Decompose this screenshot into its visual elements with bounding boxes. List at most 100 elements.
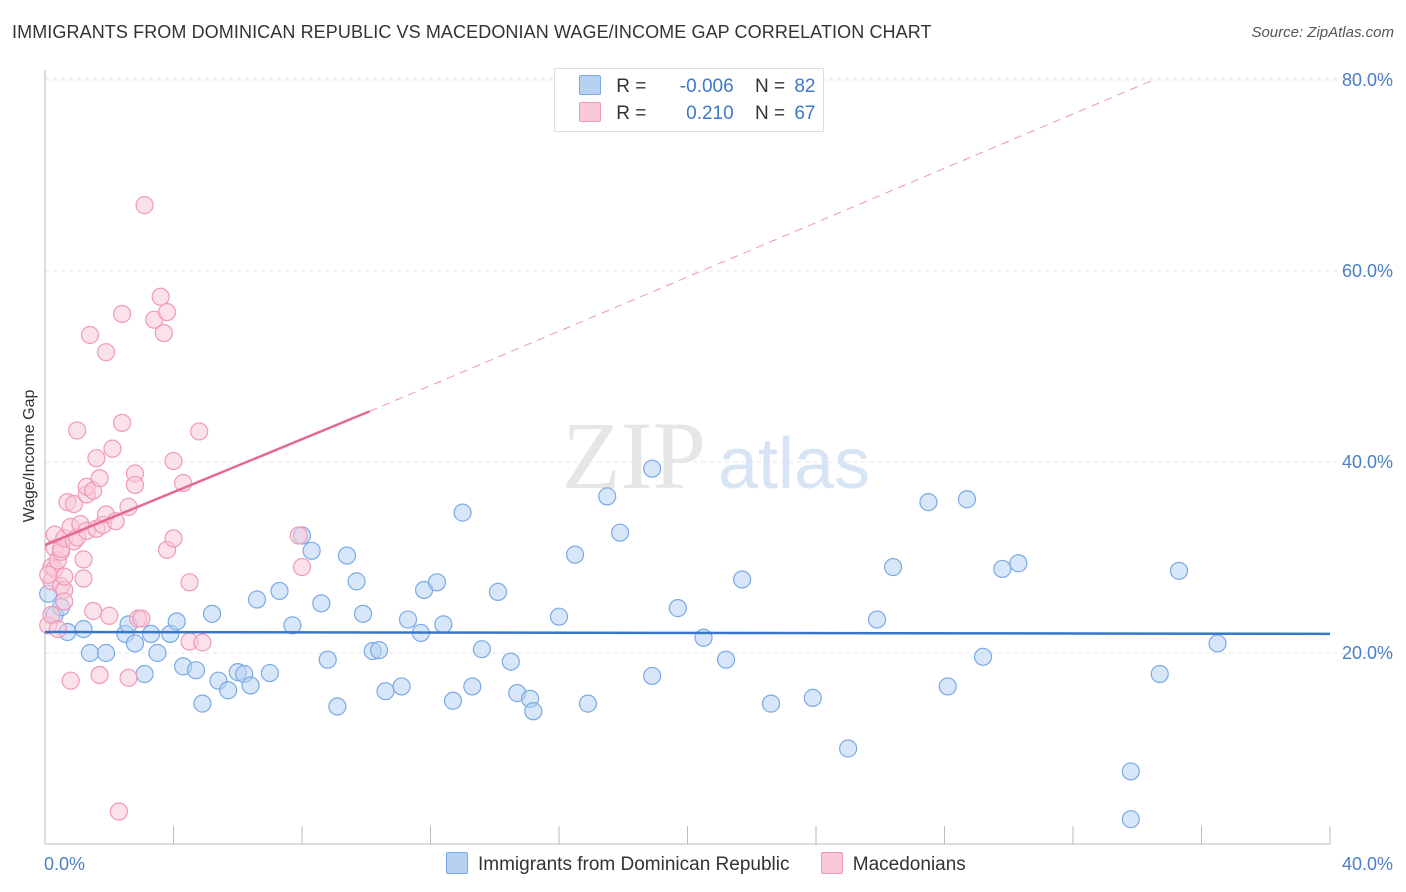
gridlines (45, 77, 1392, 654)
point-macedonian (39, 565, 58, 584)
legend-swatch-dominican (579, 75, 601, 95)
point-dominican (241, 676, 260, 695)
point-dominican (376, 682, 395, 701)
point-macedonian (74, 550, 93, 569)
point-dominican (141, 624, 161, 644)
legend-r-value: -0.006 (679, 76, 734, 97)
legend-n-value: 67 (794, 103, 816, 124)
point-dominican (443, 691, 463, 710)
point-dominican (347, 572, 366, 591)
point-dominican (733, 570, 752, 589)
point-dominican (96, 643, 116, 663)
point-dominican (803, 688, 822, 707)
point-dominican (283, 616, 302, 635)
point-dominican (524, 702, 543, 721)
point-dominican (1121, 810, 1140, 829)
legend-n-label: N = (754, 76, 786, 97)
point-dominican (1150, 664, 1169, 684)
legend-item-dominican[interactable]: Immigrants from Dominican Republic (446, 852, 790, 876)
point-macedonian (132, 609, 151, 628)
point-dominican (957, 490, 977, 509)
point-macedonian (96, 343, 116, 362)
point-dominican (135, 664, 154, 684)
y-tick-label: 20.0% (1342, 643, 1393, 663)
point-dominican (1169, 561, 1189, 580)
point-dominican (578, 694, 598, 713)
point-dominican (610, 523, 630, 542)
tick-labels: 20.0% 40.0% 60.0% 80.0% 0.0% 40.0% (44, 70, 1393, 874)
point-dominican (1009, 554, 1028, 573)
point-macedonian (87, 449, 106, 468)
point-dominican (74, 620, 93, 639)
point-dominican (125, 634, 145, 653)
point-macedonian (112, 304, 132, 324)
legend-r-label: R = (616, 103, 647, 124)
point-dominican (167, 612, 186, 631)
point-dominican (392, 677, 411, 696)
point-macedonian (100, 606, 119, 625)
point-macedonian (119, 668, 138, 687)
point-dominican (867, 610, 887, 629)
point-dominican (353, 604, 373, 623)
trend-lines (44, 79, 1331, 636)
x-tick-label: 40.0% (1342, 854, 1393, 874)
point-dominican (472, 640, 491, 659)
point-macedonian (74, 569, 93, 588)
point-dominican (434, 615, 453, 634)
point-macedonian (190, 422, 209, 441)
stats-legend: R = -0.006 N = 82 R = 0.210 N = 67 (554, 68, 824, 132)
point-macedonian (55, 567, 74, 586)
legend-item-macedonian[interactable]: Macedonians (820, 852, 966, 876)
point-dominican (643, 666, 662, 686)
point-dominican (938, 677, 957, 696)
point-dominican (668, 599, 687, 618)
point-dominican (398, 610, 418, 629)
x-tick-label: 0.0% (44, 854, 85, 874)
watermark-zip: ZIP (562, 402, 706, 509)
point-macedonian (180, 573, 199, 592)
legend-r-value: 0.210 (686, 103, 734, 124)
point-dominican (463, 677, 482, 696)
point-macedonian (84, 601, 103, 621)
y-tick-label: 40.0% (1342, 452, 1393, 472)
point-macedonian (151, 287, 170, 306)
point-dominican (270, 581, 289, 601)
point-macedonian (64, 494, 84, 514)
point-macedonian (164, 529, 183, 548)
point-dominican (427, 573, 447, 592)
point-macedonian (292, 557, 312, 577)
point-dominican (883, 557, 903, 577)
point-dominican (501, 652, 520, 671)
point-macedonian (125, 475, 145, 495)
point-dominican (148, 643, 167, 663)
point-macedonian (112, 413, 132, 432)
point-dominican (598, 487, 617, 506)
point-dominican (761, 694, 781, 713)
watermark: ZIP atlas (562, 402, 870, 509)
legend-label-dominican: Immigrants from Dominican Republic (478, 854, 790, 875)
series-legend: Immigrants from Dominican Republic Maced… (446, 852, 992, 876)
point-macedonian (61, 671, 80, 690)
point-dominican (186, 661, 206, 680)
point-dominican (260, 663, 279, 683)
point-dominican (919, 493, 938, 512)
point-macedonian (48, 620, 67, 639)
point-dominican (219, 681, 238, 700)
y-tick-label: 80.0% (1342, 70, 1393, 90)
legend-swatch-macedonian (820, 852, 843, 874)
legend-r-label: R = (616, 76, 647, 97)
point-dominican (549, 607, 569, 626)
watermark-atlas: atlas (718, 424, 870, 504)
y-tick-label: 60.0% (1342, 261, 1393, 281)
point-dominican (839, 739, 858, 758)
legend-swatch-dominican (446, 852, 468, 874)
point-dominican (318, 650, 337, 669)
point-macedonian (80, 325, 100, 345)
point-dominican (312, 594, 331, 613)
point-dominican (247, 590, 267, 609)
trend-line-macedonian (44, 410, 370, 547)
point-dominican (1121, 762, 1140, 781)
point-dominican (488, 582, 508, 601)
legend-n-value: 82 (794, 76, 816, 97)
